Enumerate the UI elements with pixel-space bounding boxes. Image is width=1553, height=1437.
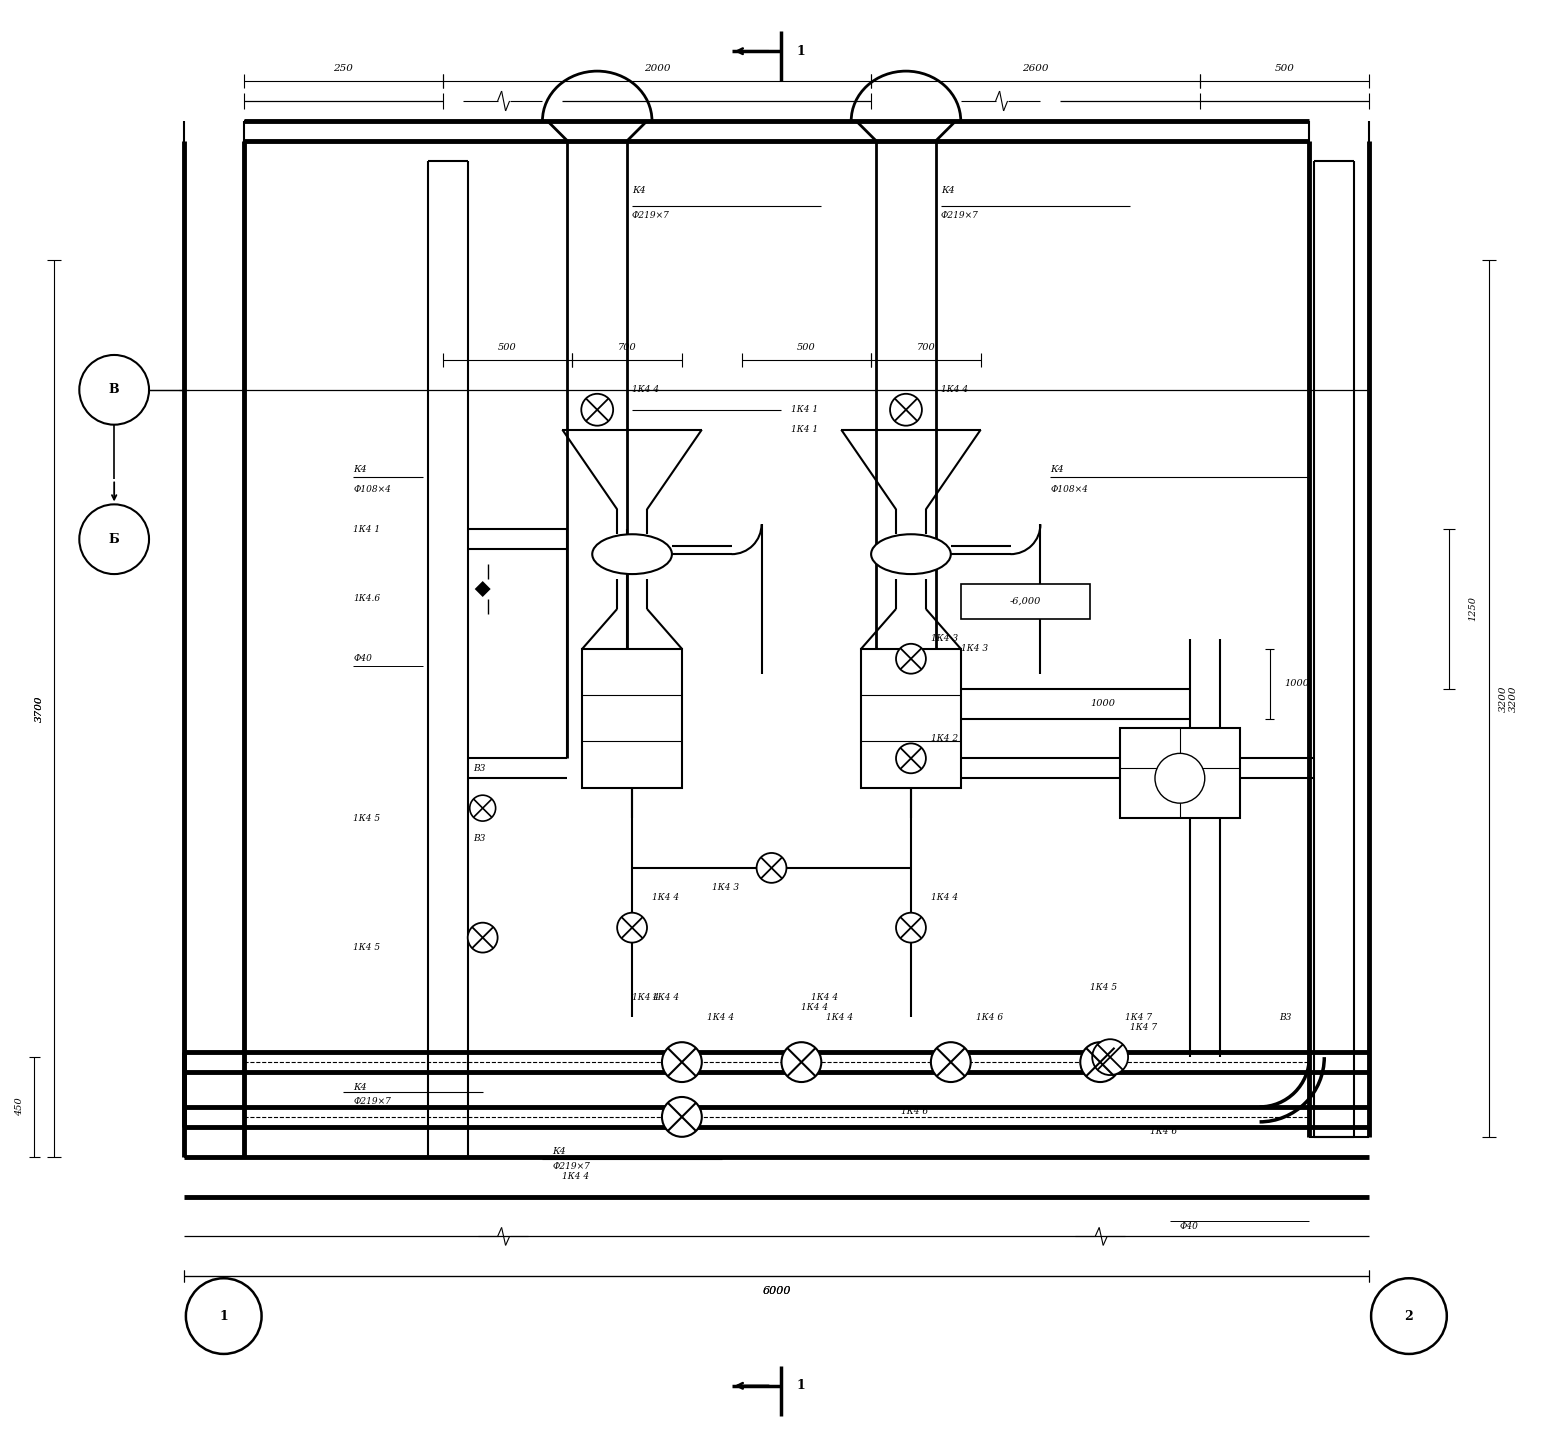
Bar <box>862 648 961 789</box>
Text: К4: К4 <box>941 187 955 195</box>
Text: 1К4.6: 1К4.6 <box>353 595 380 604</box>
Text: К4: К4 <box>632 187 646 195</box>
Text: 1К4 4: 1К4 4 <box>632 385 658 394</box>
Text: К4: К4 <box>353 1082 367 1092</box>
Circle shape <box>581 394 613 425</box>
Text: 1К4 4: 1К4 4 <box>826 1013 854 1022</box>
Text: 250: 250 <box>334 63 353 73</box>
Text: В: В <box>109 384 120 397</box>
Text: 1К4 6: 1К4 6 <box>1149 1128 1177 1137</box>
Text: Φ219×7: Φ219×7 <box>353 1098 391 1106</box>
Text: 3700: 3700 <box>36 696 43 721</box>
Text: Φ40: Φ40 <box>353 654 373 664</box>
Text: 1К4 4: 1К4 4 <box>811 993 839 1002</box>
Text: 1К4 4: 1К4 4 <box>801 1003 828 1012</box>
Text: 1000: 1000 <box>1090 698 1115 708</box>
Circle shape <box>662 1096 702 1137</box>
Circle shape <box>79 355 149 425</box>
Circle shape <box>617 912 648 943</box>
Text: 1К4 6: 1К4 6 <box>975 1013 1003 1022</box>
Text: К4: К4 <box>553 1147 567 1157</box>
Text: К4: К4 <box>1050 466 1064 474</box>
Text: 500: 500 <box>499 343 517 352</box>
Text: Φ219×7: Φ219×7 <box>941 211 978 220</box>
Text: 1К4 5: 1К4 5 <box>353 943 380 953</box>
Text: 1К4 7: 1К4 7 <box>1124 1013 1152 1022</box>
Circle shape <box>1155 753 1205 803</box>
Circle shape <box>756 854 786 882</box>
Text: 500: 500 <box>797 343 815 352</box>
Text: 1К4 2: 1К4 2 <box>930 734 958 743</box>
Text: В3: В3 <box>472 833 485 842</box>
Text: 1К4 4: 1К4 4 <box>632 993 658 1002</box>
Text: 2: 2 <box>1404 1309 1413 1322</box>
Circle shape <box>896 644 926 674</box>
Circle shape <box>79 504 149 575</box>
Circle shape <box>896 912 926 943</box>
Text: Φ108×4: Φ108×4 <box>1050 484 1089 494</box>
Text: В3: В3 <box>472 764 485 773</box>
Text: 1К4 4: 1К4 4 <box>941 385 968 394</box>
Circle shape <box>469 795 495 821</box>
Circle shape <box>890 394 922 425</box>
Text: 700: 700 <box>916 343 935 352</box>
Text: Φ219×7: Φ219×7 <box>632 211 669 220</box>
Text: 1К4 1: 1К4 1 <box>792 405 818 414</box>
Text: 1К4 7: 1К4 7 <box>1131 1023 1157 1032</box>
Circle shape <box>930 1042 971 1082</box>
Text: 1К4 4: 1К4 4 <box>707 1013 735 1022</box>
Text: 1К4 3: 1К4 3 <box>711 884 739 892</box>
Text: Φ219×7: Φ219×7 <box>553 1163 590 1171</box>
Text: 2600: 2600 <box>1022 63 1048 73</box>
Text: 3700: 3700 <box>36 696 43 721</box>
Text: 1К4 4: 1К4 4 <box>562 1173 590 1181</box>
Text: Б: Б <box>109 533 120 546</box>
Text: 2000: 2000 <box>644 63 671 73</box>
Text: 1К4 1: 1К4 1 <box>353 525 380 533</box>
Circle shape <box>781 1042 822 1082</box>
Text: 700: 700 <box>618 343 637 352</box>
Text: 1К4 3: 1К4 3 <box>930 634 958 644</box>
Text: 1К4 4: 1К4 4 <box>930 894 958 902</box>
Text: 3200: 3200 <box>1499 685 1508 711</box>
Circle shape <box>662 1042 702 1082</box>
Text: Φ108×4: Φ108×4 <box>353 484 391 494</box>
Text: 6000: 6000 <box>763 1286 790 1296</box>
Polygon shape <box>475 581 491 596</box>
Text: К4: К4 <box>353 466 367 474</box>
Text: 1К4 6: 1К4 6 <box>901 1108 929 1117</box>
Text: 1: 1 <box>797 1380 804 1392</box>
Circle shape <box>1092 1039 1127 1075</box>
Text: 1К4 4: 1К4 4 <box>652 993 679 1002</box>
Text: -6,000: -6,000 <box>1009 596 1041 605</box>
Circle shape <box>186 1279 261 1354</box>
Text: 1К4 4: 1К4 4 <box>652 894 679 902</box>
Text: 450: 450 <box>16 1098 23 1117</box>
Ellipse shape <box>592 535 672 575</box>
Text: Φ40: Φ40 <box>1180 1221 1199 1232</box>
Circle shape <box>1371 1279 1447 1354</box>
Text: В3: В3 <box>1280 1013 1292 1022</box>
Text: 1К4 5: 1К4 5 <box>353 813 380 822</box>
Circle shape <box>467 923 497 953</box>
Bar <box>582 648 682 789</box>
Text: 1К4 5: 1К4 5 <box>1090 983 1117 992</box>
Text: 1: 1 <box>219 1309 228 1322</box>
Text: 1К4 1: 1К4 1 <box>792 425 818 434</box>
Text: 6000: 6000 <box>763 1286 790 1296</box>
Text: 1250: 1250 <box>1469 596 1478 621</box>
Text: 500: 500 <box>1275 63 1294 73</box>
Text: 1000: 1000 <box>1284 680 1309 688</box>
Text: 1: 1 <box>797 45 804 57</box>
Bar <box>961 583 1090 619</box>
Circle shape <box>896 743 926 773</box>
Text: 1К4 3: 1К4 3 <box>961 644 988 654</box>
Circle shape <box>1081 1042 1120 1082</box>
Ellipse shape <box>871 535 950 575</box>
Bar <box>1120 729 1239 818</box>
Text: 3200: 3200 <box>1510 685 1517 711</box>
